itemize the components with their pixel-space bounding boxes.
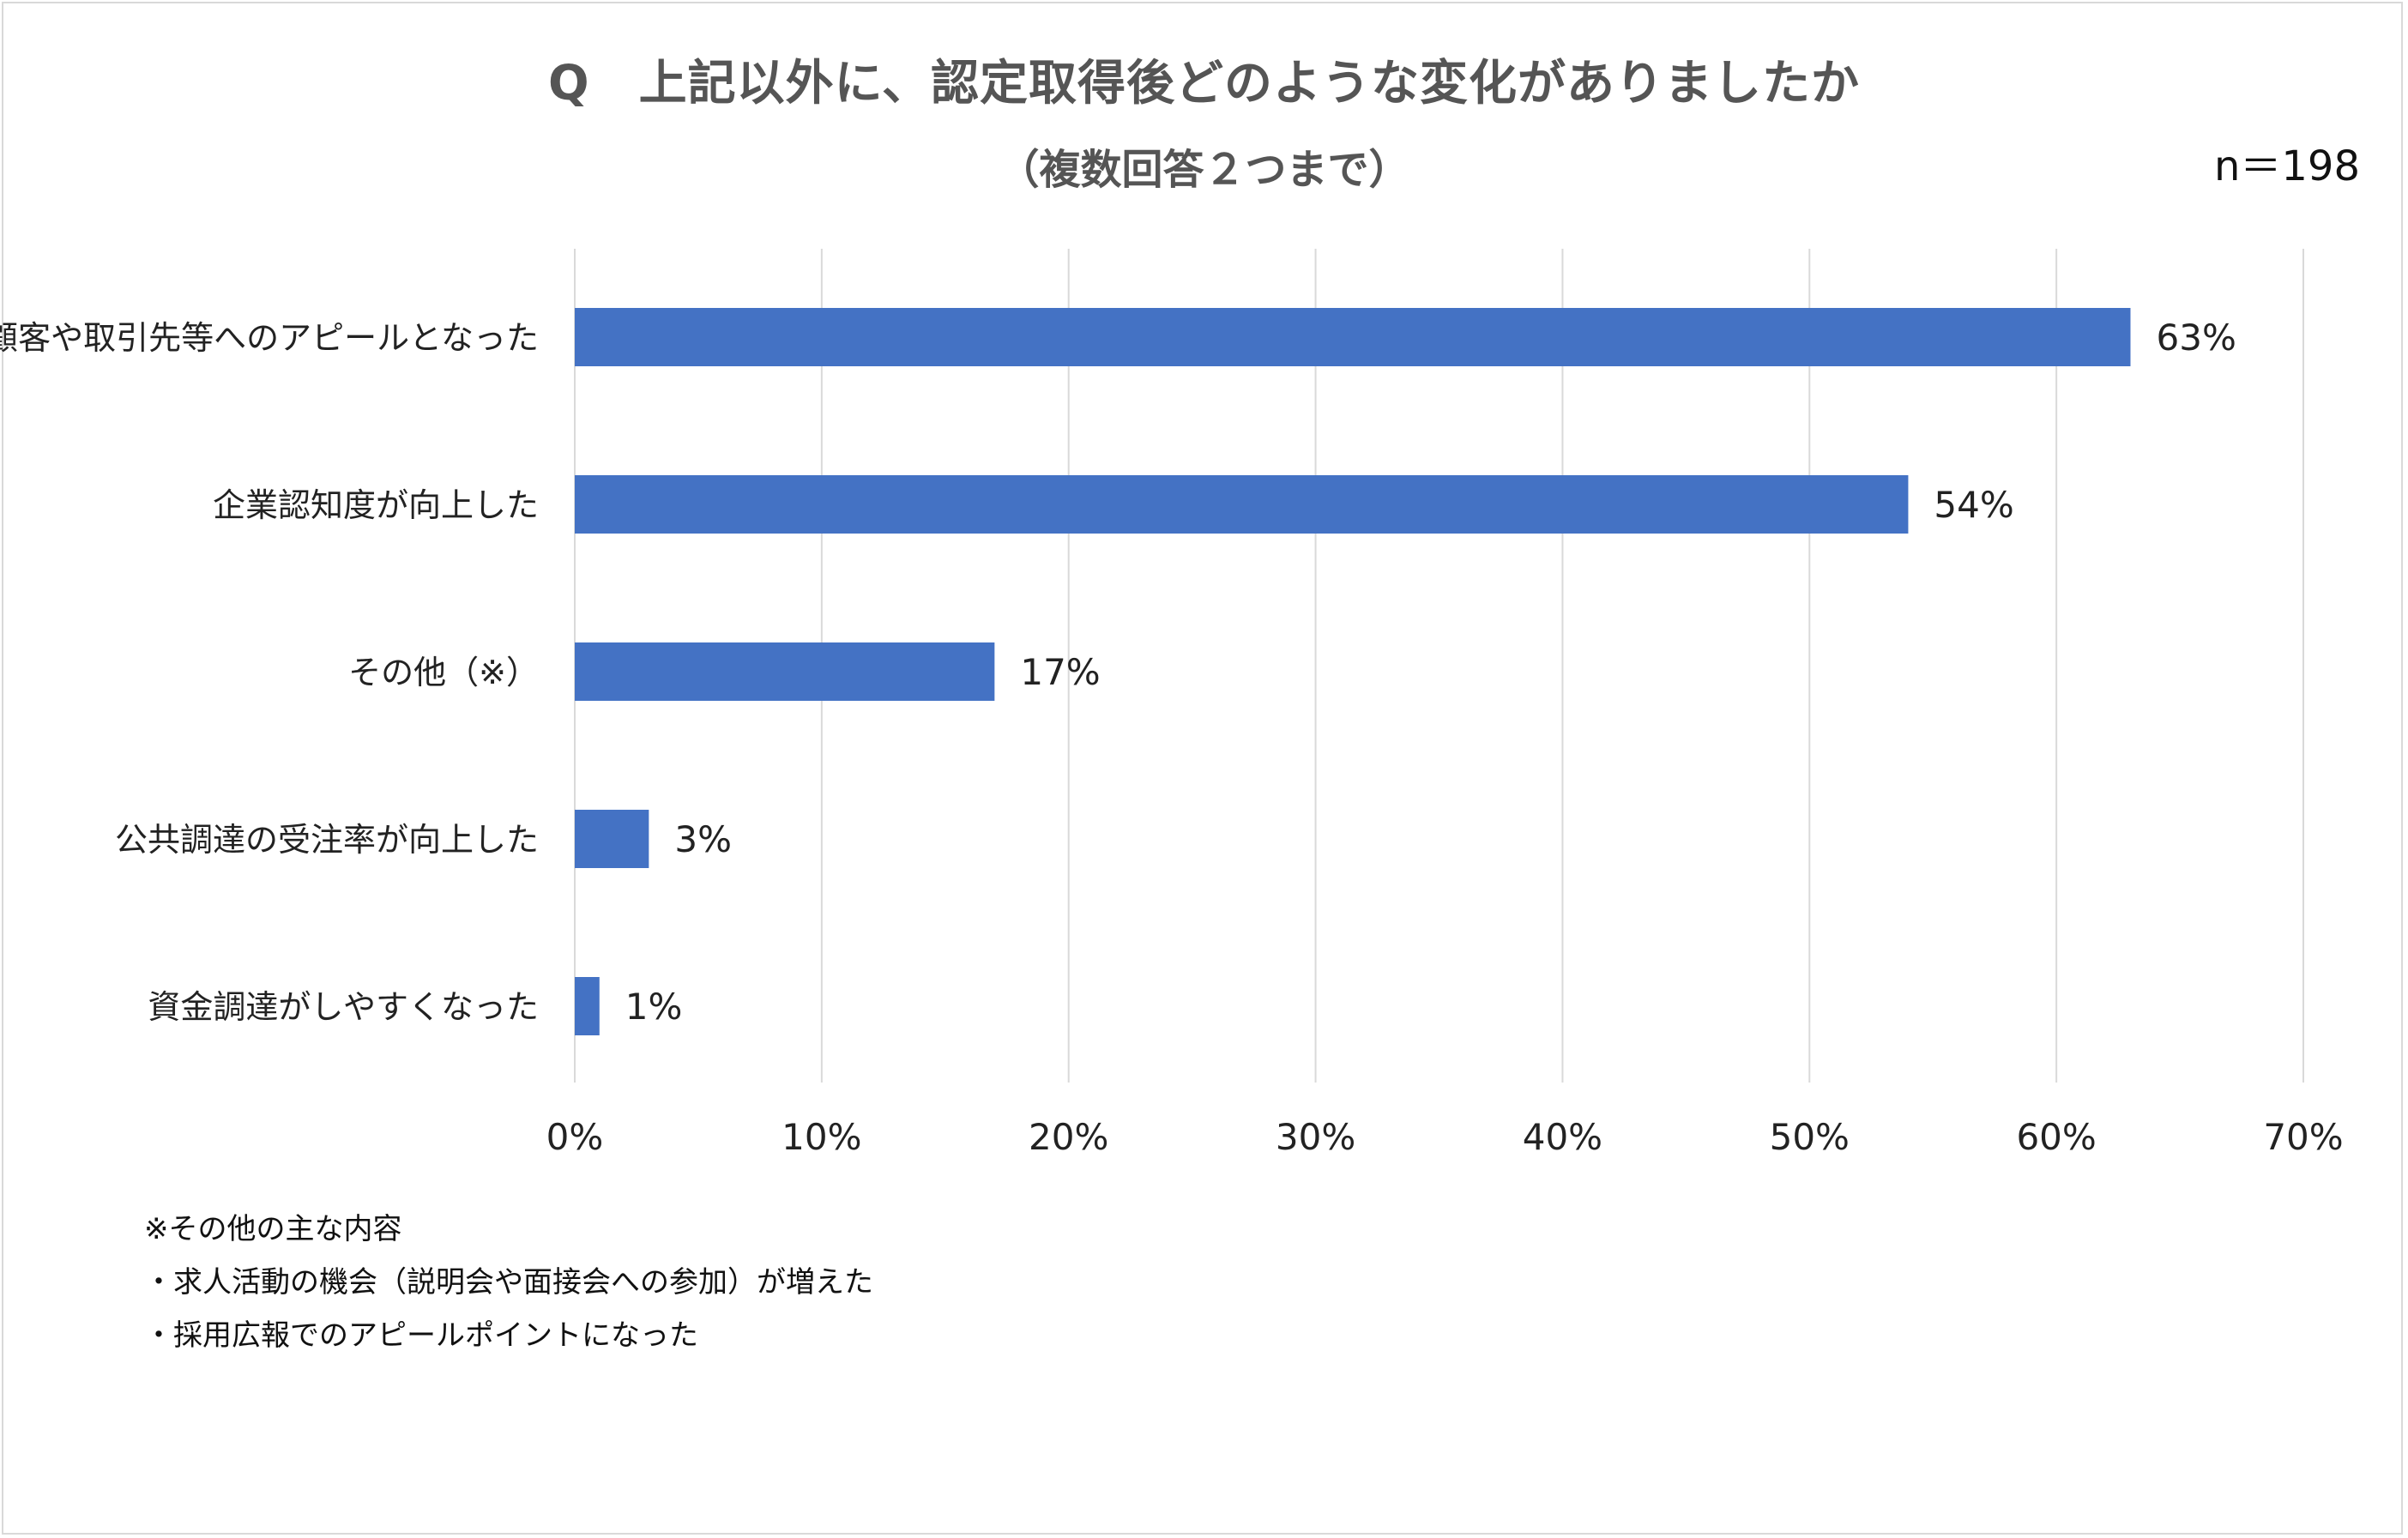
chart-subtitle: （複数回答２つまで）: [998, 146, 1410, 194]
category-label: 資金調達がしやすくなった: [148, 988, 539, 1026]
footnote-item: ・採用広報でのアピールポイントになった: [144, 1318, 698, 1353]
x-tick-label: 20%: [1029, 1116, 1108, 1158]
data-label: 63%: [2157, 317, 2236, 359]
category-label: 顧客や取引先等へのアピールとなった: [0, 319, 539, 357]
bar: [575, 475, 1909, 534]
x-tick-label: 50%: [1770, 1116, 1850, 1158]
chart-title: Q 上記以外に、認定取得後どのような変化がありましたか: [548, 56, 1860, 112]
data-label: 3%: [674, 818, 732, 860]
category-label: その他（※）: [348, 654, 539, 691]
footnote-heading: ※その他の主な内容: [144, 1212, 402, 1246]
data-label: 1%: [625, 986, 683, 1028]
category-label: 公共調達の受注率が向上した: [115, 821, 539, 859]
data-label: 17%: [1020, 651, 1100, 693]
category-label: 企業認知度が向上した: [213, 486, 539, 524]
x-tick-label: 0%: [546, 1116, 604, 1158]
x-tick-label: 70%: [2263, 1116, 2343, 1158]
data-label: 54%: [1934, 484, 2013, 526]
footnote-item: ・求人活動の機会（説明会や面接会への参加）が増えた: [144, 1265, 873, 1300]
footnotes: ※その他の主な内容 ・求人活動の機会（説明会や面接会への参加）が増えた ・採用広…: [144, 1203, 873, 1362]
x-tick-label: 40%: [1523, 1116, 1602, 1158]
sample-size-label: n＝198: [2213, 142, 2360, 190]
bar: [575, 810, 649, 868]
x-tick-label: 10%: [782, 1116, 861, 1158]
bar: [575, 308, 2131, 366]
bar: [575, 642, 995, 701]
x-tick-label: 60%: [2016, 1116, 2096, 1158]
bar: [575, 977, 600, 1035]
x-tick-label: 30%: [1276, 1116, 1355, 1158]
